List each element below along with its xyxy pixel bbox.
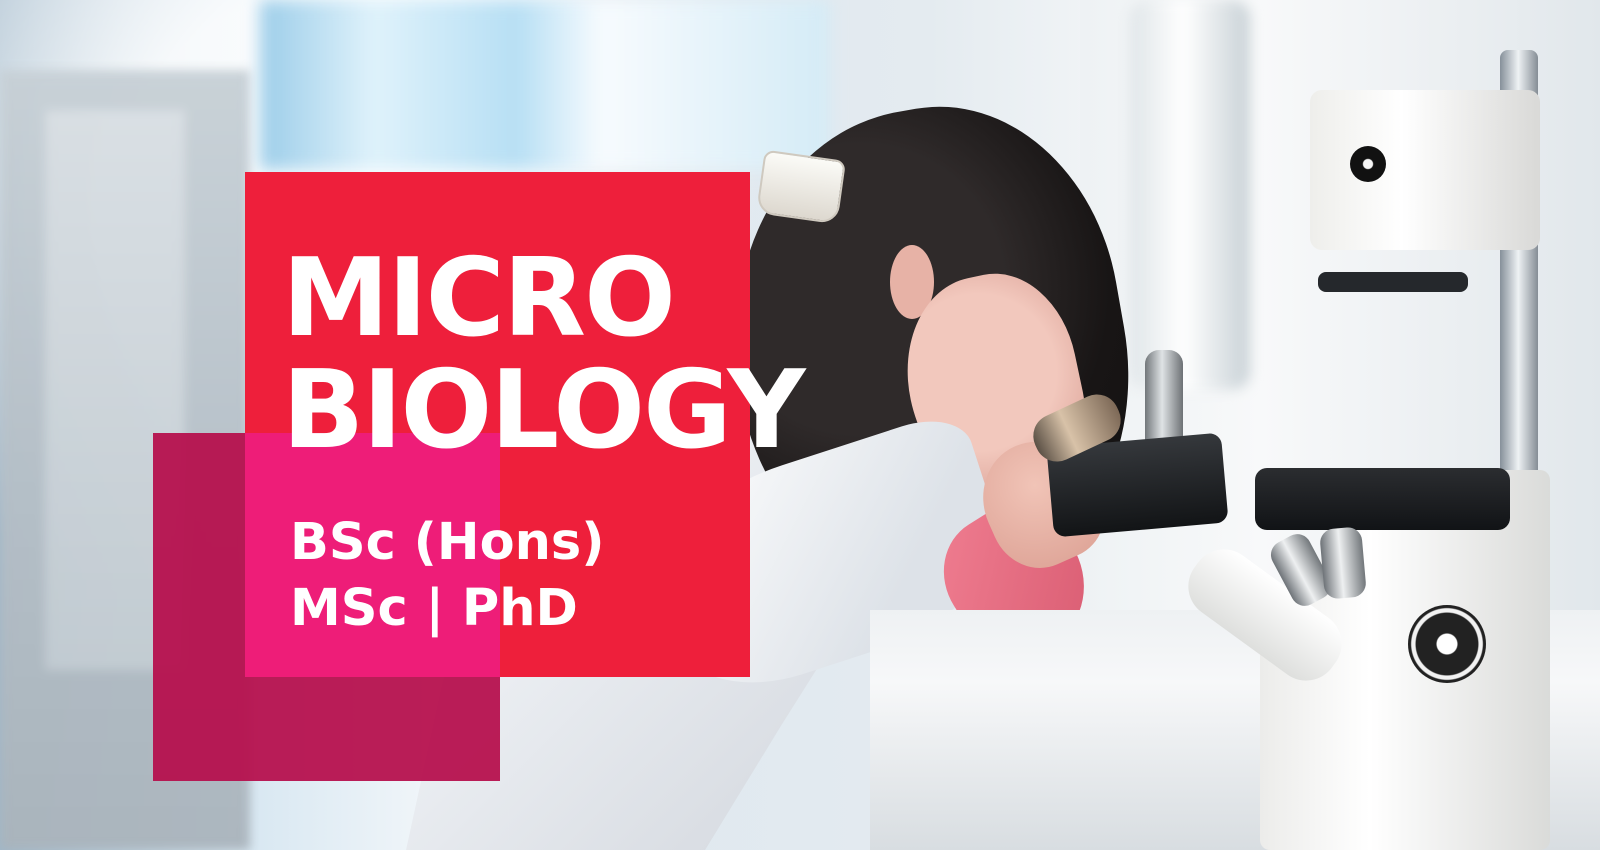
microscope-focus-knob: [1408, 605, 1486, 683]
blurred-window-light: [260, 0, 830, 170]
hair-clip: [755, 149, 847, 225]
microscope-lamp-housing: [1310, 90, 1540, 250]
blurred-lab-equipment: [1130, 0, 1250, 390]
degree-msc-phd: MSc | PhD: [290, 579, 578, 638]
microscope-objective-lens: [1319, 526, 1367, 600]
degree-bsc-hons: BSc (Hons): [290, 513, 605, 572]
magenta-overlap-panel: [245, 433, 500, 677]
title-line-micro: MICRO: [282, 236, 676, 361]
degree-list: BSc (Hons) MSc | PhD: [290, 510, 605, 642]
microscope-tray: [1318, 272, 1468, 292]
title-line-biology: BIOLOGY: [282, 348, 806, 473]
program-title: MICRO BIOLOGY: [282, 236, 806, 473]
microscope-stage: [1255, 468, 1510, 530]
